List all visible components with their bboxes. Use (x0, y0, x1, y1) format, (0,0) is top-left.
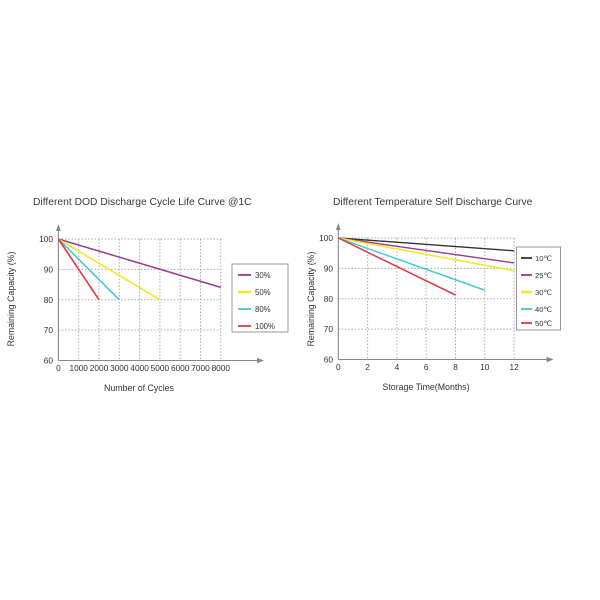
svg-text:4000: 4000 (130, 363, 149, 373)
svg-text:10: 10 (480, 362, 490, 372)
svg-text:2000: 2000 (90, 363, 109, 373)
svg-text:40℃: 40℃ (535, 305, 552, 314)
svg-text:0: 0 (56, 363, 61, 373)
svg-text:30%: 30% (255, 271, 271, 280)
svg-text:90: 90 (324, 263, 334, 273)
svg-text:8: 8 (453, 362, 458, 372)
svg-text:90: 90 (44, 264, 54, 274)
svg-text:70: 70 (324, 324, 334, 334)
svg-text:Storage Time(Months): Storage Time(Months) (382, 382, 469, 392)
svg-text:7000: 7000 (191, 363, 210, 373)
svg-text:6000: 6000 (171, 363, 190, 373)
svg-text:25℃: 25℃ (535, 271, 552, 280)
svg-text:80: 80 (44, 295, 54, 305)
svg-text:70: 70 (44, 325, 54, 335)
svg-text:50℃: 50℃ (535, 319, 552, 328)
svg-text:2: 2 (365, 362, 370, 372)
svg-text:3000: 3000 (110, 363, 129, 373)
svg-text:80%: 80% (255, 305, 271, 314)
svg-text:100: 100 (319, 233, 333, 243)
svg-text:60: 60 (324, 355, 334, 365)
svg-text:30℃: 30℃ (535, 288, 552, 297)
svg-text:12: 12 (509, 362, 519, 372)
svg-text:6: 6 (424, 362, 429, 372)
svg-text:Remaining Capacity (%): Remaining Capacity (%) (6, 252, 16, 347)
svg-text:Remaining Capacity (%): Remaining Capacity (%) (306, 252, 316, 347)
svg-text:50%: 50% (255, 288, 271, 297)
svg-text:80: 80 (324, 294, 334, 304)
svg-text:1000: 1000 (69, 363, 88, 373)
svg-text:100: 100 (39, 234, 53, 244)
svg-text:0: 0 (336, 362, 341, 372)
svg-text:Number of Cycles: Number of Cycles (104, 383, 175, 393)
svg-text:60: 60 (44, 356, 54, 366)
svg-text:10℃: 10℃ (535, 254, 552, 263)
svg-text:4: 4 (395, 362, 400, 372)
svg-text:8000: 8000 (212, 363, 231, 373)
svg-text:5000: 5000 (151, 363, 170, 373)
svg-text:100%: 100% (255, 322, 275, 331)
